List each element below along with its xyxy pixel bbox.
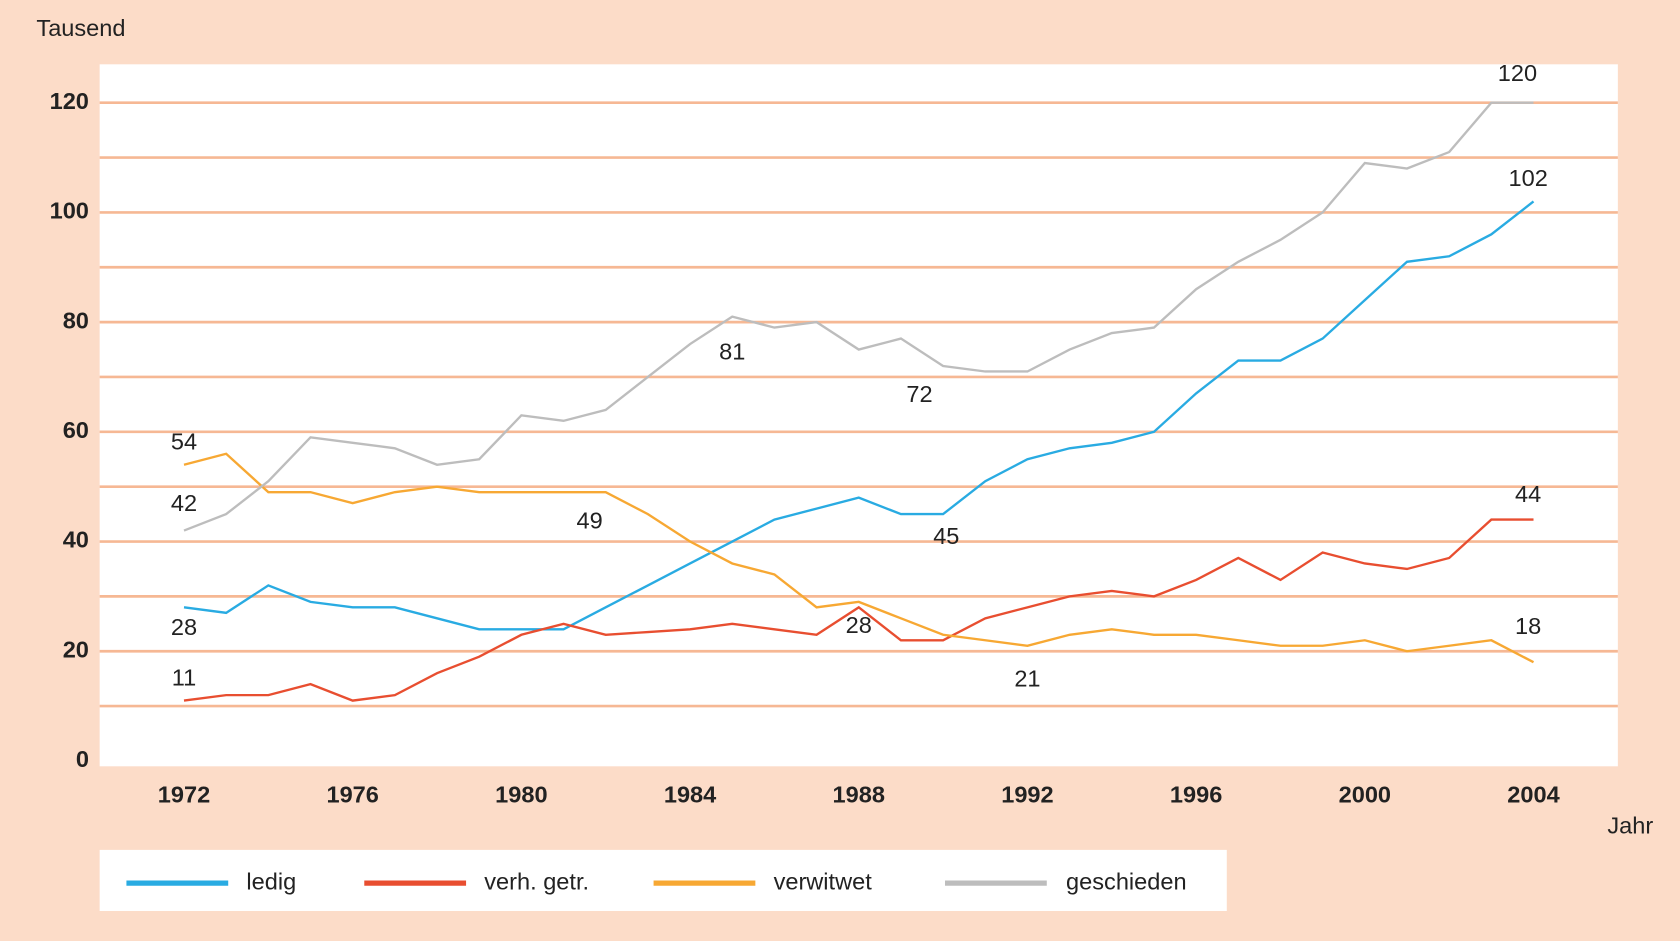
y-tick-label: 120 xyxy=(50,88,89,114)
data-label: 54 xyxy=(171,429,197,455)
x-tick-label: 1992 xyxy=(1001,782,1053,808)
legend-label: ledig xyxy=(246,868,296,894)
x-tick-label: 1984 xyxy=(664,782,716,808)
y-tick-label: 40 xyxy=(63,527,89,553)
data-label: 81 xyxy=(719,338,745,364)
data-label: 72 xyxy=(906,381,932,407)
x-tick-label: 1980 xyxy=(495,782,547,808)
plot-area xyxy=(99,64,1618,767)
x-tick-label: 1996 xyxy=(1170,782,1222,808)
x-axis-label: Jahr xyxy=(1607,813,1653,839)
line xyxy=(183,518,1534,702)
line xyxy=(183,200,1535,631)
x-tick-label: 2004 xyxy=(1507,782,1559,808)
legend-label: verwitwet xyxy=(774,868,873,894)
data-label: 44 xyxy=(1515,481,1541,507)
data-label: 49 xyxy=(577,507,603,533)
y-axis-label: Tausend xyxy=(36,15,125,41)
x-tick-label: 1972 xyxy=(158,782,210,808)
data-label: 28 xyxy=(171,614,197,640)
x-tick-label: 2000 xyxy=(1339,782,1391,808)
y-tick-label: 100 xyxy=(50,198,89,224)
data-label: 11 xyxy=(172,664,196,690)
legend-label: verh. getr. xyxy=(484,868,589,894)
legend-label: geschieden xyxy=(1066,868,1187,894)
y-tick-label: 80 xyxy=(63,307,89,333)
data-label: 21 xyxy=(1014,665,1040,691)
y-tick-label: 60 xyxy=(63,417,89,443)
y-tick-label: 0 xyxy=(76,746,89,772)
y-tick-label: 20 xyxy=(63,636,89,662)
data-label: 45 xyxy=(933,523,959,549)
x-tick-label: 1976 xyxy=(326,782,378,808)
line xyxy=(183,452,1535,664)
data-label: 102 xyxy=(1508,165,1547,191)
data-label: 42 xyxy=(171,490,197,516)
data-label: 120 xyxy=(1498,60,1537,86)
x-tick-label: 1988 xyxy=(833,782,885,808)
data-label: 18 xyxy=(1515,613,1541,639)
line xyxy=(183,101,1534,532)
data-label: 28 xyxy=(846,612,872,638)
